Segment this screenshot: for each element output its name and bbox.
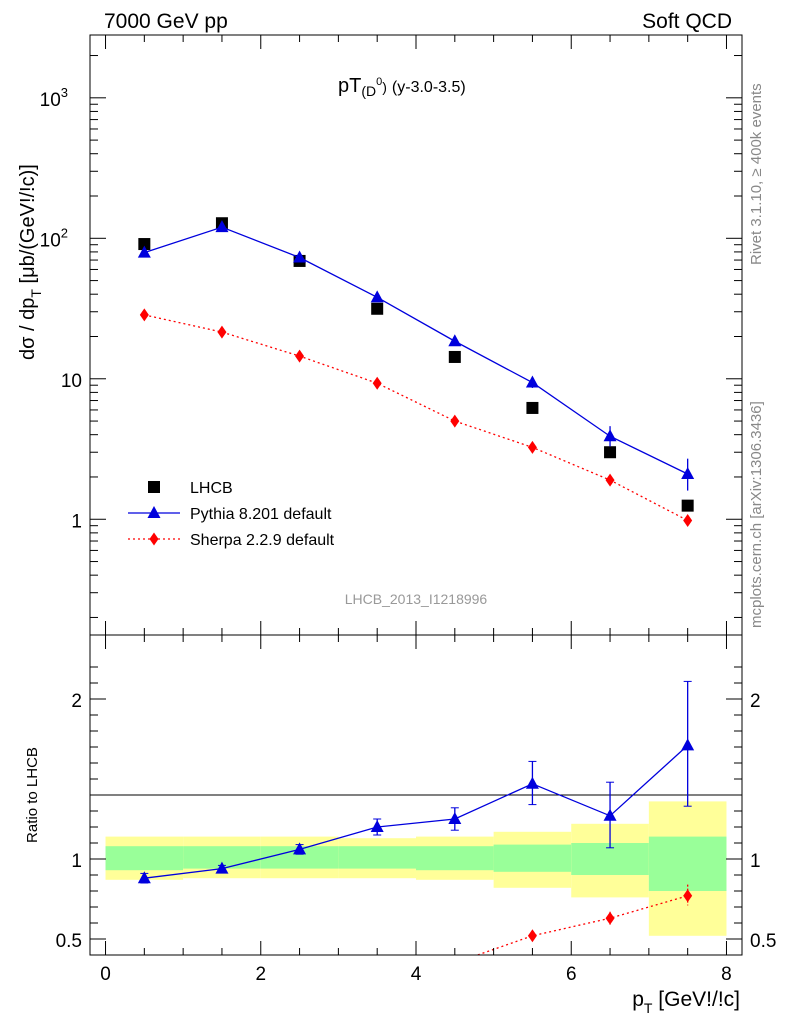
- x-axis-label: pT [GeV!/!c]: [632, 988, 740, 1016]
- main-plot-title: pT(D0) (y-3.0-3.5): [338, 75, 466, 99]
- main-data-point: [681, 499, 694, 512]
- ratio-y-tick-label-right: 2: [750, 691, 761, 712]
- ratio-data-point: [373, 965, 382, 978]
- ratio-stat-band: [416, 846, 494, 871]
- ratio-data-point: [683, 889, 693, 903]
- ratio-y-axis-label: Ratio to LHCB: [24, 747, 41, 843]
- x-tick-label: 2: [255, 964, 266, 985]
- main-data-point: [371, 302, 384, 315]
- main-y-tick-label: 1: [71, 511, 82, 532]
- main-data-point: [603, 429, 617, 442]
- main-data-point: [293, 250, 307, 263]
- ratio-y-tick-label-left: 0.5: [56, 931, 82, 952]
- ratio-data-point: [137, 871, 151, 884]
- ratio-data-point: [295, 979, 304, 992]
- ratio-data-point: [450, 957, 459, 970]
- legend-entry-label: LHCB: [190, 480, 233, 497]
- ratio-data-point: [293, 842, 307, 855]
- legend-marker: [149, 532, 159, 546]
- ratio-y-tick-label-left: 2: [71, 691, 82, 712]
- ratio-y-tick-label-right: 1: [750, 851, 761, 872]
- main-frame: [89, 34, 743, 636]
- ratio-stat-band: [105, 846, 184, 871]
- ratio-panel: 0.5 0.5 1 1 2 2 0 2 4 6 8: [56, 634, 776, 998]
- main-data-point: [604, 446, 617, 459]
- legend: LHCB Pythia 8.201 default Sherpa 2.2.9 def…: [128, 480, 335, 549]
- ratio-data-point: [215, 861, 229, 874]
- main-series-line: [144, 314, 688, 522]
- main-y-tick-label-base: 10: [40, 230, 61, 251]
- ratio-y-tick-label-right: 0.5: [750, 931, 776, 952]
- main-data-point: [525, 375, 539, 388]
- main-y-tick-label: 102: [40, 225, 68, 251]
- ratio-stat-band: [338, 846, 416, 869]
- main-data-point: [605, 473, 615, 487]
- main-data-point: [215, 220, 229, 233]
- main-y-tick-label: 10: [61, 371, 82, 392]
- main-y-tick-label-base: 10: [40, 90, 61, 111]
- ratio-stat-band: [648, 836, 727, 891]
- ratio-series-line: [144, 744, 689, 879]
- mcplots-source-label: mcplots.cern.ch [arXiv:1306.3436]: [748, 401, 765, 628]
- ratio-stat-band: [260, 846, 339, 869]
- ratio-series-group: [137, 680, 695, 998]
- ratio-stat-band: [183, 846, 261, 869]
- header-category-label: Soft QCD: [642, 10, 732, 33]
- x-tick-label: 0: [100, 964, 111, 985]
- main-data-point: [681, 466, 695, 479]
- analysis-watermark: LHCB_2013_I1218996: [345, 591, 488, 607]
- legend-marker: [148, 481, 160, 493]
- main-data-point: [372, 376, 382, 390]
- main-data-point: [448, 350, 461, 363]
- ratio-y-tick-label-left: 1: [71, 851, 82, 872]
- x-tick-label: 6: [566, 964, 577, 985]
- ratio-data-point: [527, 929, 537, 943]
- legend-entry-label: Sherpa 2.2.9 default: [190, 532, 335, 549]
- ratio-data-point: [448, 812, 462, 824]
- main-data-point: [295, 349, 305, 363]
- ratio-stat-band: [493, 844, 572, 872]
- main-data-point: [217, 325, 227, 339]
- x-tick-label: 4: [411, 964, 422, 985]
- main-data-point: [137, 245, 151, 258]
- ratio-stat-band: [571, 843, 649, 875]
- main-y-tick-label-exp: 2: [61, 225, 68, 240]
- main-data-point: [526, 401, 539, 414]
- main-data-point: [139, 308, 149, 322]
- ratio-data-point: [605, 911, 615, 925]
- legend-entry-label: Pythia 8.201 default: [190, 506, 332, 523]
- main-data-point: [448, 334, 462, 347]
- ratio-data-point: [217, 985, 226, 998]
- ratio-data-point: [370, 820, 384, 832]
- main-data-point: [450, 414, 460, 428]
- main-data-point: [527, 440, 537, 454]
- main-data-point: [683, 513, 693, 527]
- header-energy-label: 7000 GeV pp: [104, 10, 228, 33]
- main-y-tick-label-exp: 3: [61, 85, 68, 100]
- main-y-tick-label: 103: [40, 85, 68, 111]
- ratio-data-point: [140, 963, 149, 976]
- legend-marker: [147, 506, 161, 518]
- ratio-data-point: [603, 808, 617, 821]
- rivet-version-label: Rivet 3.1.10, ≥ 400k events: [748, 83, 765, 265]
- main-series-line: [144, 226, 688, 475]
- main-data-point: [370, 290, 384, 303]
- main-y-axis-label: dσ / dpT [μb/(GeV!/!c)]: [17, 164, 44, 360]
- ratio-data-point: [525, 776, 539, 789]
- ratio-data-point: [681, 738, 695, 751]
- x-tick-label: 8: [721, 964, 732, 985]
- main-data-point: [138, 238, 151, 251]
